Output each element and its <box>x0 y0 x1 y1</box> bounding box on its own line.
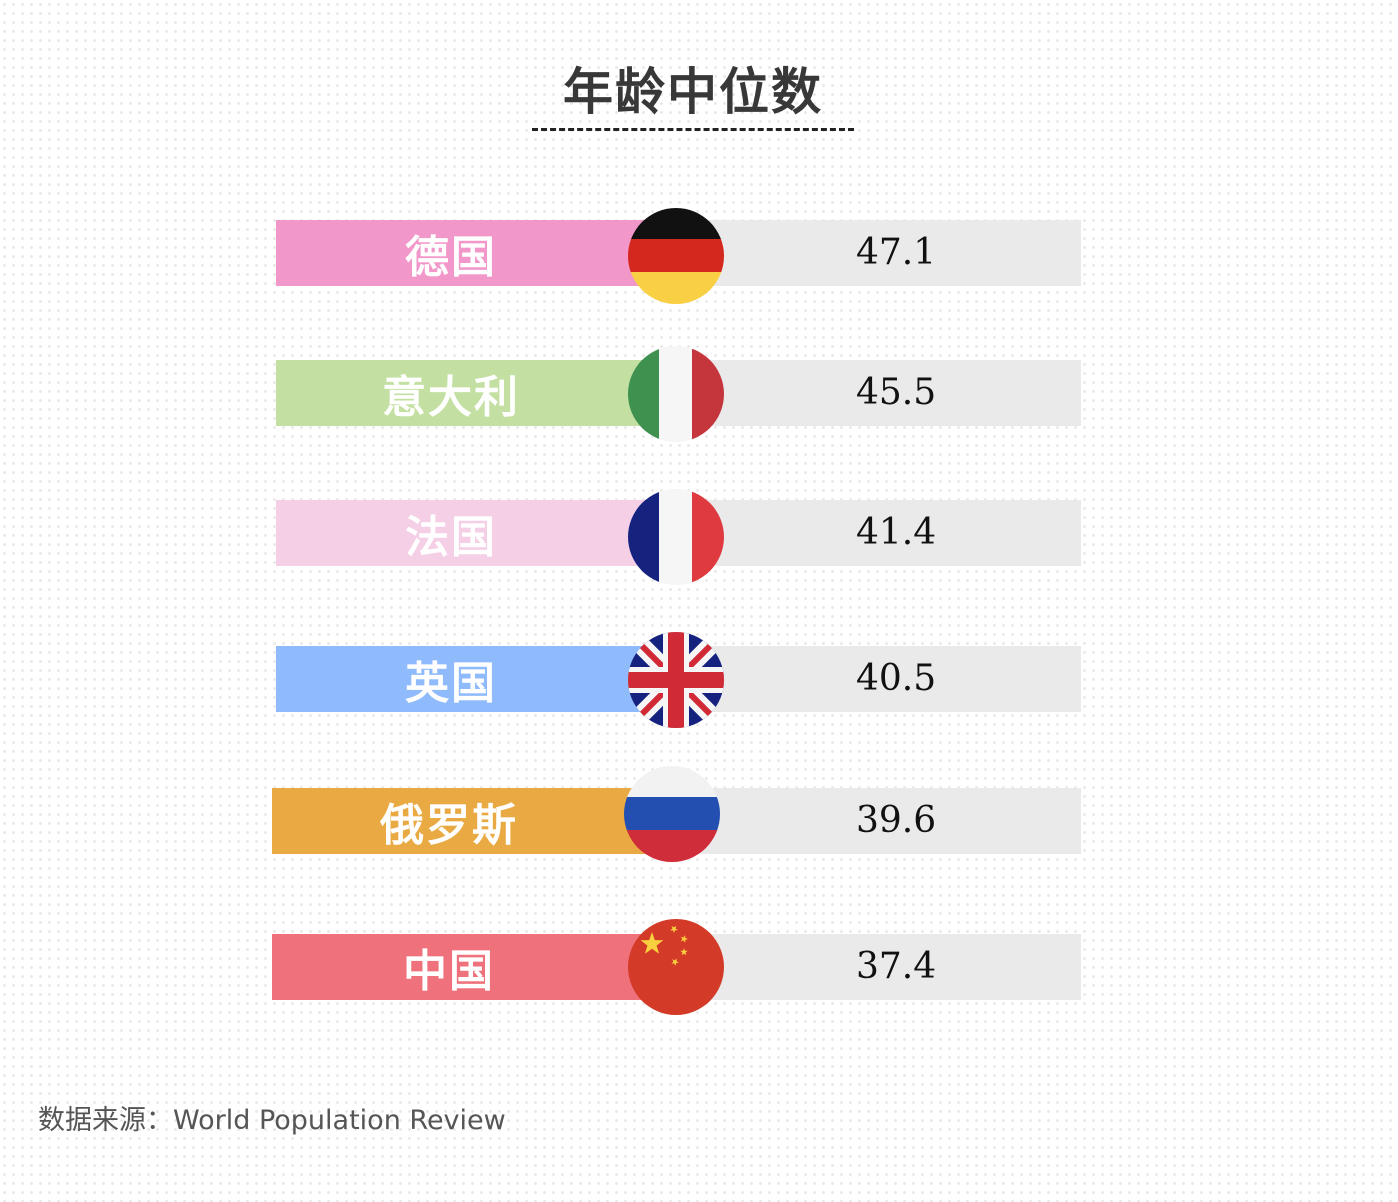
value-track <box>676 646 1081 712</box>
category-bar: 法国 <box>276 500 676 566</box>
china-flag-icon <box>626 917 726 1017</box>
value-track <box>676 220 1081 286</box>
category-label: 英国 <box>405 658 497 709</box>
data-label: 47.1 <box>856 232 937 273</box>
category-bar: 英国 <box>276 646 676 712</box>
bar-row: 意大利 45.5 <box>0 346 1398 470</box>
category-label: 中国 <box>403 946 495 997</box>
category-bar: 意大利 <box>276 360 676 426</box>
value-track <box>676 788 1081 854</box>
bar-row: 俄罗斯 39.6 <box>0 766 1398 898</box>
chart-title: 年龄中位数 <box>563 63 823 121</box>
uk-flag-icon <box>626 630 726 730</box>
bar-row: 德国 47.1 <box>0 208 1398 330</box>
data-label: 41.4 <box>856 512 937 553</box>
data-label: 39.6 <box>856 800 937 841</box>
value-track <box>676 500 1081 566</box>
category-label: 意大利 <box>382 372 520 423</box>
data-label: 45.5 <box>856 372 937 413</box>
category-bar: 德国 <box>276 220 676 286</box>
category-bar: 中国 <box>272 934 676 1000</box>
category-bar: 俄罗斯 <box>272 788 676 854</box>
title-underline <box>532 128 854 131</box>
data-label: 37.4 <box>856 946 937 987</box>
france-flag-icon <box>626 487 726 587</box>
category-label: 德国 <box>405 232 497 283</box>
category-label: 法国 <box>405 512 497 563</box>
bar-row: 中国 37.4 <box>0 919 1398 1044</box>
bar-row: 法国 41.4 <box>0 489 1398 610</box>
value-track <box>676 360 1081 426</box>
data-label: 40.5 <box>856 658 937 699</box>
germany-flag-icon <box>626 206 726 306</box>
russia-flag-icon <box>622 764 722 864</box>
data-source: 数据来源：World Population Review <box>38 1105 506 1136</box>
category-label: 俄罗斯 <box>380 800 518 851</box>
bar-row: 英国 40.5 <box>0 632 1398 756</box>
value-track <box>676 934 1081 1000</box>
italy-flag-icon <box>626 344 726 444</box>
